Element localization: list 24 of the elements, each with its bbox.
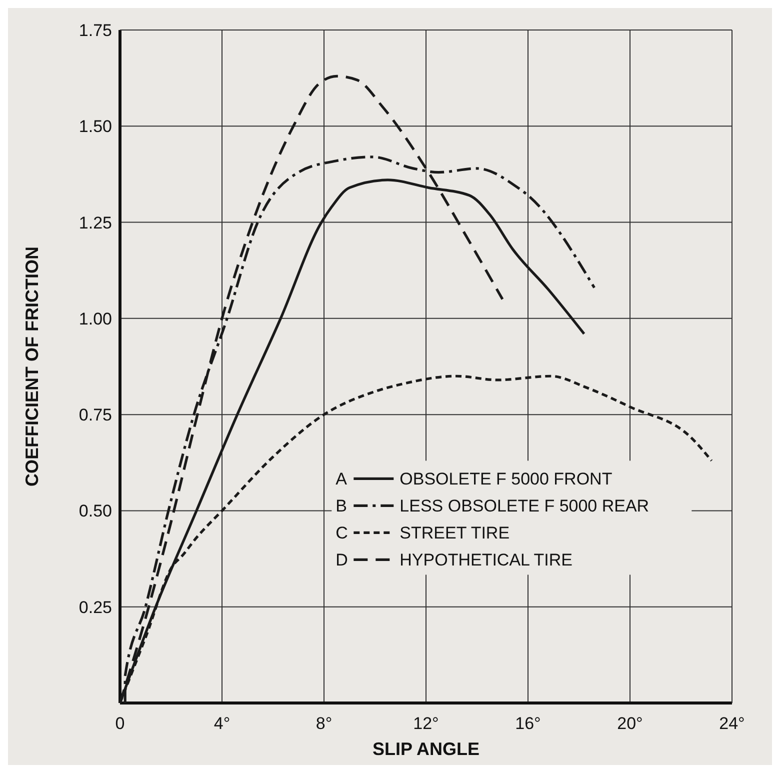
x-tick-label: 24° <box>719 714 745 733</box>
y-axis-title: COEFFICIENT OF FRICTION <box>22 246 42 486</box>
legend-label: LESS OBSOLETE F 5000 REAR <box>400 496 650 516</box>
annotation: A <box>336 470 348 489</box>
y-tick-label: 1.50 <box>78 117 112 136</box>
x-tick-label: 12° <box>413 714 439 733</box>
annotation: B <box>336 496 347 516</box>
x-tick-label: 20° <box>617 714 643 733</box>
legend-label: STREET TIRE <box>400 524 510 543</box>
y-tick-label: 0.75 <box>78 406 112 425</box>
y-tick-label: 1.75 <box>78 21 112 40</box>
y-tick-label: 0.50 <box>78 502 112 521</box>
y-tick-label: 1.25 <box>78 213 112 232</box>
x-tick-label: 16° <box>515 714 541 733</box>
x-tick-label: 8° <box>316 714 332 733</box>
legend-label: HYPOTHETICAL TIRE <box>400 550 573 570</box>
annotation: C <box>336 524 348 543</box>
x-axis-title: SLIP ANGLE <box>372 739 480 759</box>
legend-label: OBSOLETE F 5000 FRONT <box>400 470 612 489</box>
x-tick-label: 0 <box>115 714 125 733</box>
x-tick-label: 4° <box>214 714 230 733</box>
annotation: D <box>336 550 348 570</box>
y-tick-label: 1.00 <box>78 309 112 328</box>
y-tick-label: 0.25 <box>78 598 112 617</box>
